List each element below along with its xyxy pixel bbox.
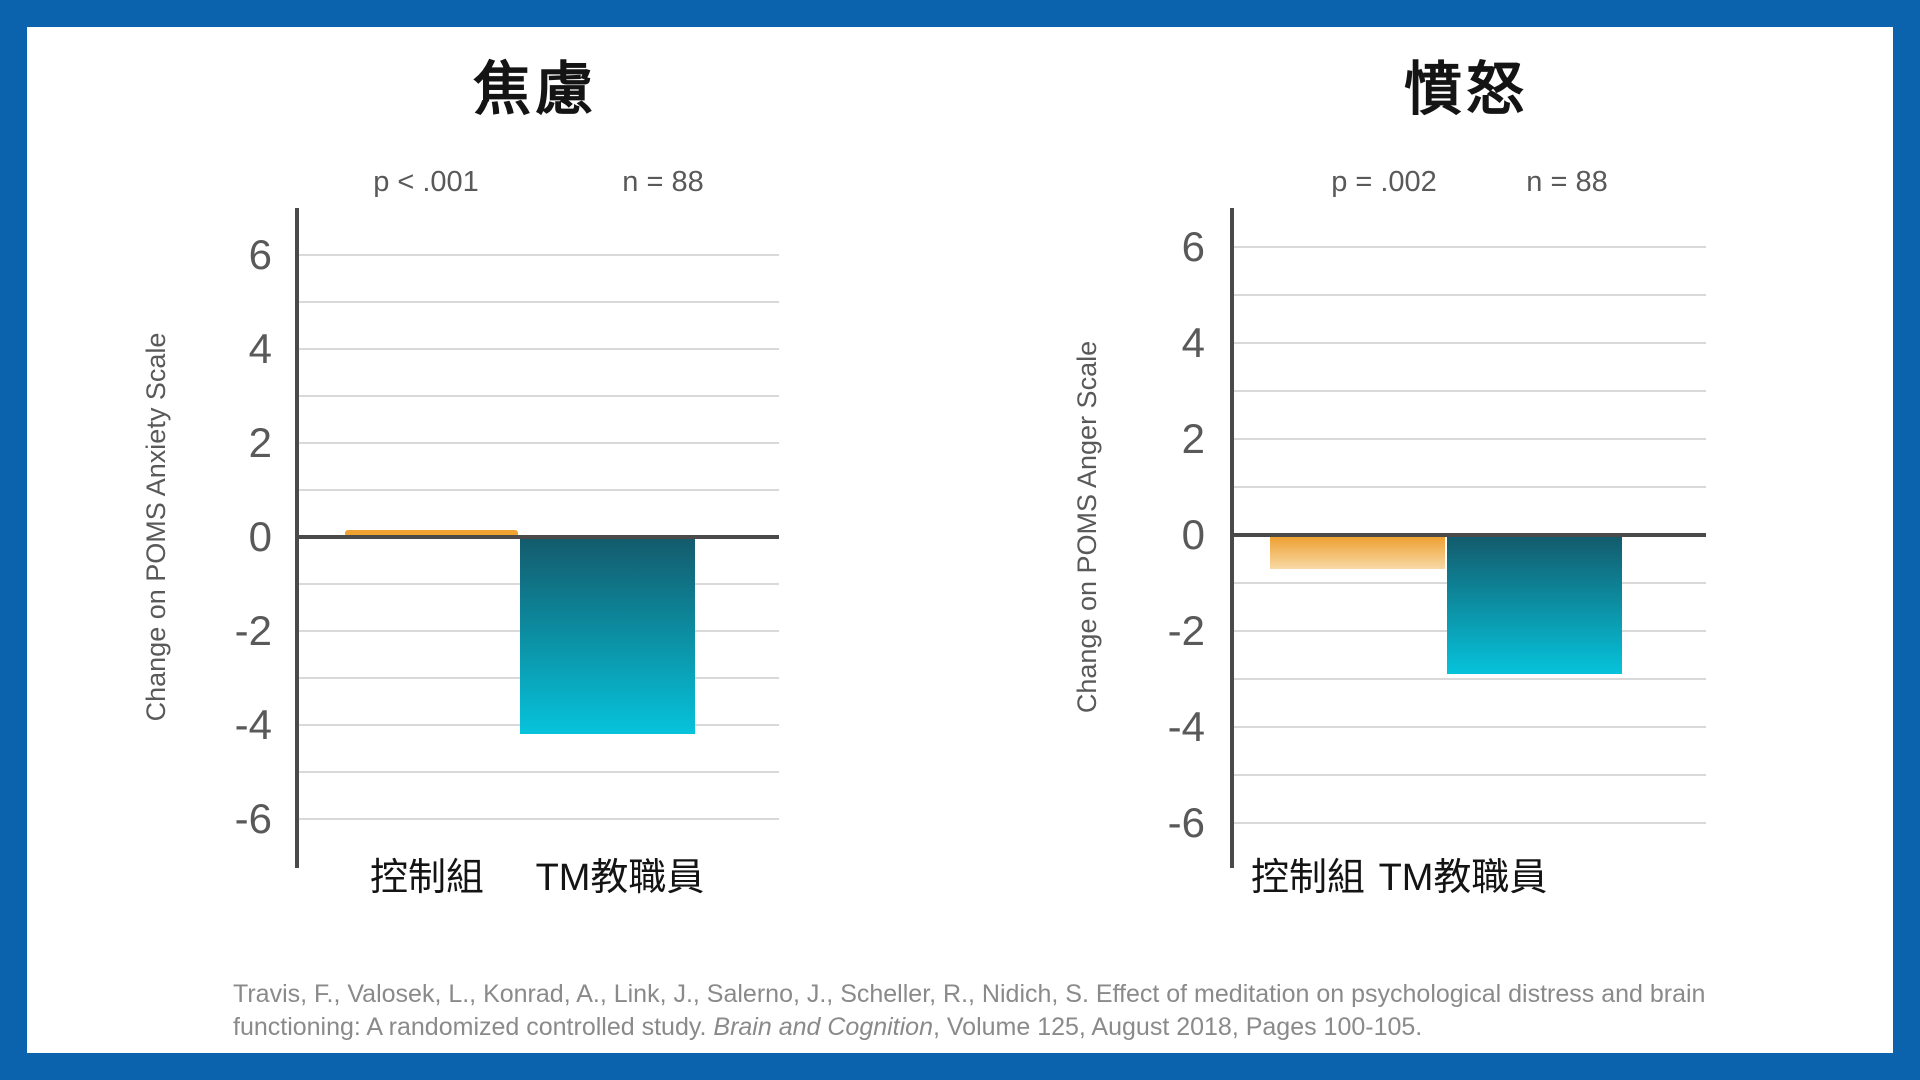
y-tick-label: -2 — [234, 607, 272, 654]
gridline — [1234, 342, 1706, 344]
gridline — [1234, 774, 1706, 776]
category-label-control: 控制組 — [369, 857, 484, 899]
y-tick-label: 4 — [1181, 319, 1205, 366]
gridline — [1234, 246, 1706, 248]
y-tick-label: 4 — [248, 325, 272, 372]
category-label-control: 控制組 — [1250, 857, 1365, 899]
sample-size-label: n = 88 — [1526, 166, 1608, 198]
y-tick-label: -4 — [234, 701, 272, 748]
gridline — [299, 442, 779, 444]
gridline — [299, 818, 779, 820]
gridline — [299, 301, 779, 303]
y-tick-label: 6 — [248, 231, 272, 278]
y-tick-label: 0 — [1181, 511, 1205, 558]
category-label-tm: TM教職員 — [535, 857, 705, 899]
zero-axis-line — [1234, 533, 1706, 537]
bar-control-group — [1270, 535, 1445, 569]
y-tick-label: -4 — [1167, 703, 1205, 750]
sample-size-label: n = 88 — [622, 166, 704, 198]
gridline — [1234, 678, 1706, 680]
p-value-label: p = .002 — [1331, 166, 1437, 198]
gridline — [299, 489, 779, 491]
gridline — [1234, 726, 1706, 728]
gridline — [299, 771, 779, 773]
y-tick-label: 2 — [1181, 415, 1205, 462]
gridline — [1234, 294, 1706, 296]
p-value-label: p < .001 — [373, 166, 479, 198]
citation-line2-post: , Volume 125, August 2018, Pages 100-105… — [932, 1013, 1423, 1041]
zero-axis-line — [299, 535, 779, 539]
citation-line1: Travis, F., Valosek, L., Konrad, A., Lin… — [233, 980, 1706, 1008]
gridline — [299, 395, 779, 397]
chart-title-anger: 憤怒 — [1403, 57, 1528, 122]
gridline — [1234, 390, 1706, 392]
plot-area — [295, 208, 779, 868]
y-tick-label: -6 — [1167, 799, 1205, 846]
y-tick-label: -2 — [1167, 607, 1205, 654]
bar-tm-group — [1447, 535, 1622, 674]
bar-tm-group — [520, 537, 695, 734]
citation: Travis, F., Valosek, L., Konrad, A., Lin… — [233, 978, 1753, 1044]
chart-title-anxiety: 焦慮 — [472, 57, 597, 122]
citation-journal-name: Brain and Cognition — [713, 1013, 933, 1041]
y-tick-label: -6 — [234, 795, 272, 842]
gridline — [299, 254, 779, 256]
bar-control-group — [345, 530, 518, 537]
gridline — [1234, 822, 1706, 824]
y-tick-label: 6 — [1181, 223, 1205, 270]
gridline — [1234, 486, 1706, 488]
plot-area — [1230, 208, 1706, 868]
citation-line2-pre: functioning: A randomized controlled stu… — [233, 1013, 714, 1041]
y-tick-label: 2 — [248, 419, 272, 466]
y-tick-label: 0 — [248, 513, 272, 560]
category-label-tm: TM教職員 — [1378, 857, 1548, 899]
gridline — [1234, 438, 1706, 440]
gridline — [299, 348, 779, 350]
